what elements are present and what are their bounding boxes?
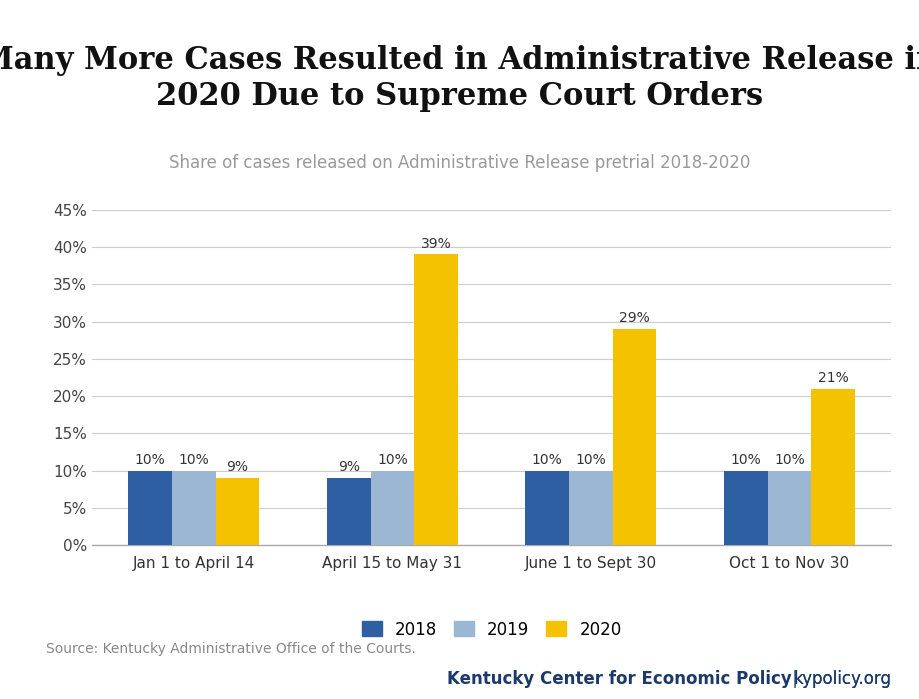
Text: 10%: 10% (135, 453, 165, 467)
Text: |: | (787, 670, 803, 689)
Text: Kentucky Center for Economic Policy: Kentucky Center for Economic Policy (448, 670, 792, 689)
Text: 10%: 10% (377, 453, 408, 467)
Text: Source: Kentucky Administrative Office of the Courts.: Source: Kentucky Administrative Office o… (46, 642, 415, 656)
Text: 10%: 10% (774, 453, 805, 467)
Bar (216, 478, 259, 545)
Text: 10%: 10% (532, 453, 562, 467)
Text: 9%: 9% (337, 461, 359, 475)
Bar (767, 470, 811, 545)
Bar (327, 478, 370, 545)
Bar (569, 470, 613, 545)
Bar (414, 254, 458, 545)
Bar (172, 470, 216, 545)
Text: 10%: 10% (731, 453, 761, 467)
Bar (370, 470, 414, 545)
Text: kypolicy.org: kypolicy.org (793, 670, 891, 689)
Legend: 2018, 2019, 2020: 2018, 2019, 2020 (355, 614, 629, 645)
Text: Many More Cases Resulted in Administrative Release in
2020 Due to Supreme Court : Many More Cases Resulted in Administrati… (0, 45, 919, 113)
Bar (129, 470, 172, 545)
Text: 21%: 21% (818, 371, 848, 385)
Bar (724, 470, 767, 545)
Text: 10%: 10% (178, 453, 210, 467)
Text: 9%: 9% (226, 461, 248, 475)
Text: Share of cases released on Administrative Release pretrial 2018-2020: Share of cases released on Administrativ… (169, 154, 750, 172)
Text: 29%: 29% (619, 311, 650, 325)
Bar (526, 470, 569, 545)
Text: 39%: 39% (421, 237, 451, 251)
Text: 10%: 10% (575, 453, 607, 467)
Bar (811, 389, 855, 545)
Bar (613, 329, 656, 545)
Text: kypolicy.org: kypolicy.org (793, 670, 891, 689)
